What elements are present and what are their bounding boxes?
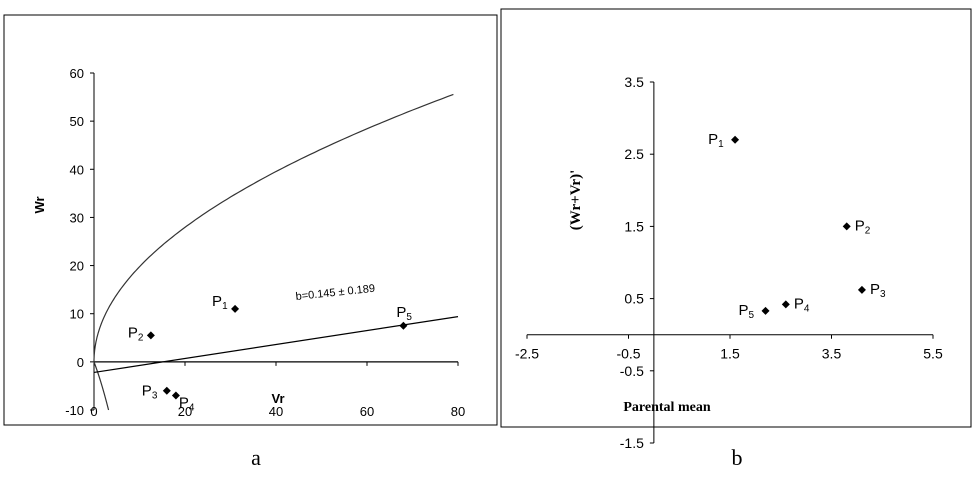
y-tick-label: 40 [70, 162, 84, 177]
y-tick-label: 30 [70, 210, 84, 225]
x-axis-title: Parental mean [623, 400, 710, 415]
x-tick-label: 5.5 [923, 346, 943, 362]
x-tick-label: -2.5 [515, 346, 539, 362]
data-point [146, 331, 155, 340]
x-tick-label: 80 [451, 404, 465, 419]
y-tick-label: 0 [77, 355, 84, 370]
regression-line [93, 316, 459, 374]
x-tick-label: 0 [90, 404, 97, 419]
y-tick-label: 10 [70, 307, 84, 322]
chart-a: -10 0 10 20 30 40 50 60 0 20 40 60 80 Vr Wr b=0.145 ± 0… [32, 66, 465, 419]
panel-a-border [3, 14, 498, 426]
data-point [781, 300, 790, 309]
point-label: P3 [142, 383, 158, 402]
y-tick-label: 50 [70, 114, 84, 129]
panel-b-border [500, 8, 972, 428]
x-axis-title: Vr [271, 391, 284, 406]
data-point [731, 135, 740, 144]
y-tick-label: 1.5 [624, 218, 644, 234]
data-point [857, 285, 866, 294]
regression-annotation: b=0.145 ± 0.189 [295, 283, 376, 303]
x-tick-label: 3.5 [822, 346, 842, 362]
x-tick-label: -0.5 [616, 346, 640, 362]
point-label: P1 [212, 293, 228, 312]
y-tick-label: -10 [65, 403, 84, 418]
limiting-parabola [93, 93, 454, 362]
point-label: P5 [739, 302, 755, 321]
chart-b: -1.5 -0.5 0.5 1.5 2.5 3.5 -2.5 -0.5 1.5 3.5 5.5 Par… [515, 74, 943, 451]
x-tick-label: 40 [269, 404, 283, 419]
point-label: P5 [396, 304, 412, 323]
parabola-lower-branch [93, 361, 110, 411]
data-point [171, 391, 180, 400]
point-label: P2 [128, 324, 144, 343]
y-tick-label: 60 [70, 66, 84, 81]
data-point [162, 386, 171, 395]
x-tick-label: 20 [178, 404, 192, 419]
point-label: P4 [794, 295, 810, 314]
x-tick-label: 1.5 [720, 346, 740, 362]
panel-a-label: a [251, 445, 261, 470]
point-label: P2 [855, 217, 871, 236]
y-tick-label: 20 [70, 259, 84, 274]
data-point [399, 321, 408, 330]
point-label: P4 [179, 395, 195, 414]
y-tick-label: 0.5 [624, 291, 644, 307]
y-tick-label: -0.5 [620, 363, 644, 379]
data-point [231, 304, 240, 313]
y-axis-title: Wr [32, 196, 47, 213]
y-tick-label: 3.5 [624, 74, 644, 90]
panel-b-label: b [732, 445, 743, 470]
point-label: P3 [870, 281, 886, 300]
data-point [761, 306, 770, 315]
y-tick-label: -1.5 [620, 435, 644, 451]
data-point [842, 222, 851, 231]
y-tick-label: 2.5 [624, 146, 644, 162]
point-label: P1 [708, 131, 724, 150]
y-axis-title: (Wr+Vr)' [568, 170, 584, 230]
x-tick-label: 60 [360, 404, 374, 419]
